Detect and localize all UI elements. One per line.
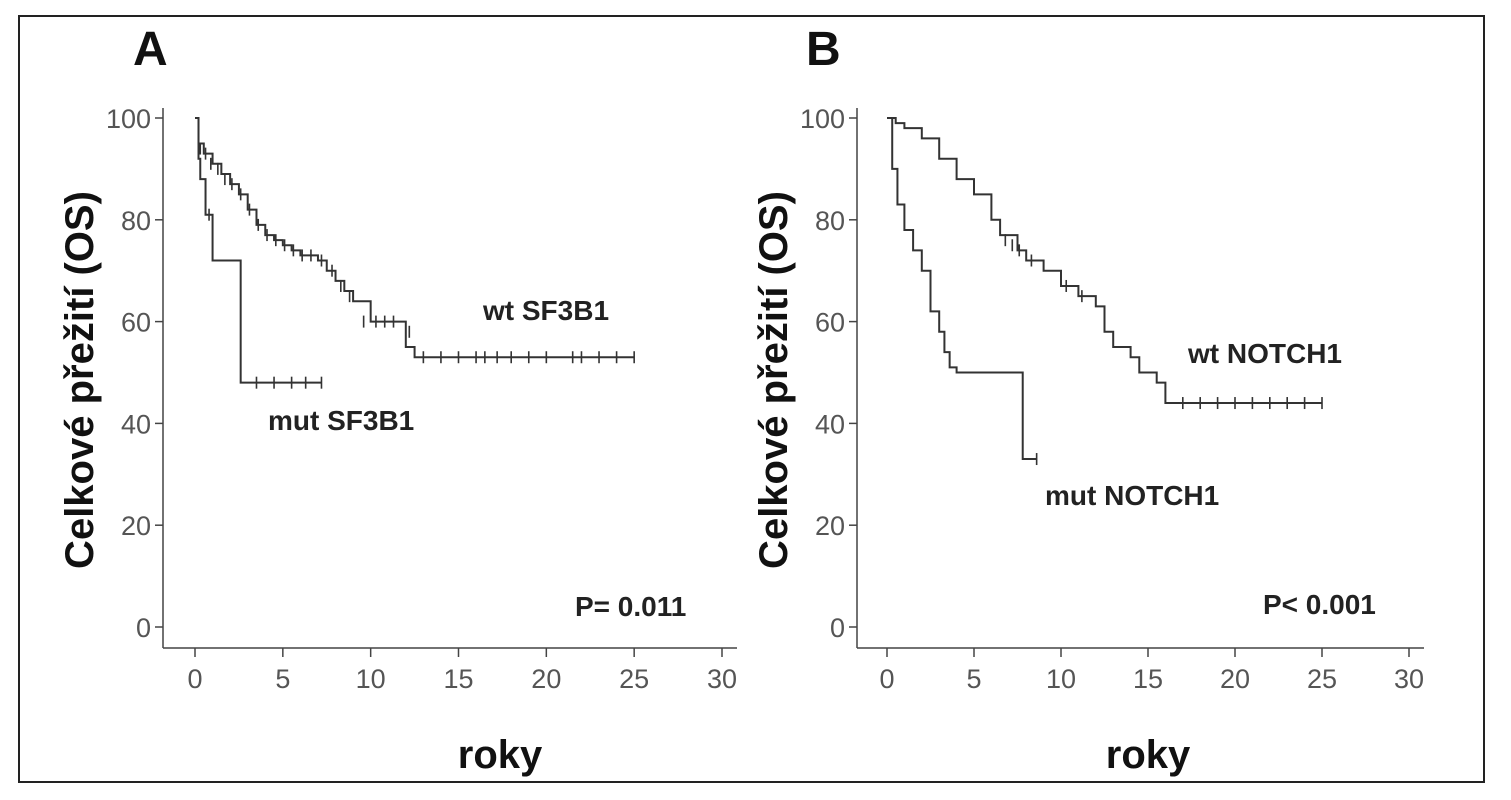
y-tick-label-b: 40 [815,409,845,439]
y-tick-label-a: 0 [136,613,151,643]
pvalue-a: P= 0.011 [575,591,686,622]
x-tick-label-a: 30 [707,664,737,694]
y-tick-label-a: 80 [121,206,151,236]
x-tick-label-b: 15 [1133,664,1163,694]
x-tick-label-a: 20 [531,664,561,694]
y-tick-label-b: 80 [815,206,845,236]
panel-label-b: B [806,23,841,76]
figure-frame [18,15,1485,783]
series-label-wt-notch1: wt NOTCH1 [1187,338,1342,369]
km-curve-b-1 [887,117,1037,461]
panel-label-a: A [133,23,168,76]
km-curve-a-1 [195,117,322,384]
panel-a: 0 20 40 60 80 100 0 5 10 15 20 25 30 [106,104,737,694]
x-tick-label-b: 10 [1046,664,1076,694]
y-tick-label-a: 60 [121,308,151,338]
y-tick-label-b: 60 [815,308,845,338]
ylabel-a: Celkové přežití (OS) [58,191,102,569]
panel-b: 0 20 40 60 80 100 0 5 10 15 20 25 30 [800,104,1424,694]
pvalue-b: P< 0.001 [1263,589,1376,620]
xlabel-b: roky [1106,733,1191,777]
x-tick-label-a: 25 [619,664,649,694]
series-label-wt-sf3b1: wt SF3B1 [482,295,609,326]
x-tick-label-b: 5 [966,664,981,694]
y-tick-label-a: 20 [121,511,151,541]
x-tick-label-b: 25 [1307,664,1337,694]
ylabel-b: Celkové přežití (OS) [752,191,796,569]
series-label-mut-sf3b1: mut SF3B1 [268,405,414,436]
series-label-mut-notch1: mut NOTCH1 [1045,480,1219,511]
x-tick-label-b: 0 [879,664,894,694]
km-curve-b-0 [887,117,1322,405]
xlabel-a: roky [458,733,543,777]
y-tick-label-a: 40 [121,409,151,439]
x-tick-label-a: 0 [187,664,202,694]
x-tick-label-a: 5 [275,664,290,694]
y-tick-label-a: 100 [106,104,151,134]
y-tick-label-b: 20 [815,511,845,541]
x-tick-label-a: 15 [443,664,473,694]
x-tick-label-b: 20 [1220,664,1250,694]
chart-marks: 0 20 40 60 80 100 0 5 10 15 20 25 30 0 20 40 60 80 100 0 5 10… [106,104,1424,694]
x-tick-label-a: 10 [356,664,386,694]
y-tick-label-b: 100 [800,104,845,134]
y-tick-label-b: 0 [830,613,845,643]
x-tick-label-b: 30 [1394,664,1424,694]
km-curve-a-0 [195,117,635,359]
